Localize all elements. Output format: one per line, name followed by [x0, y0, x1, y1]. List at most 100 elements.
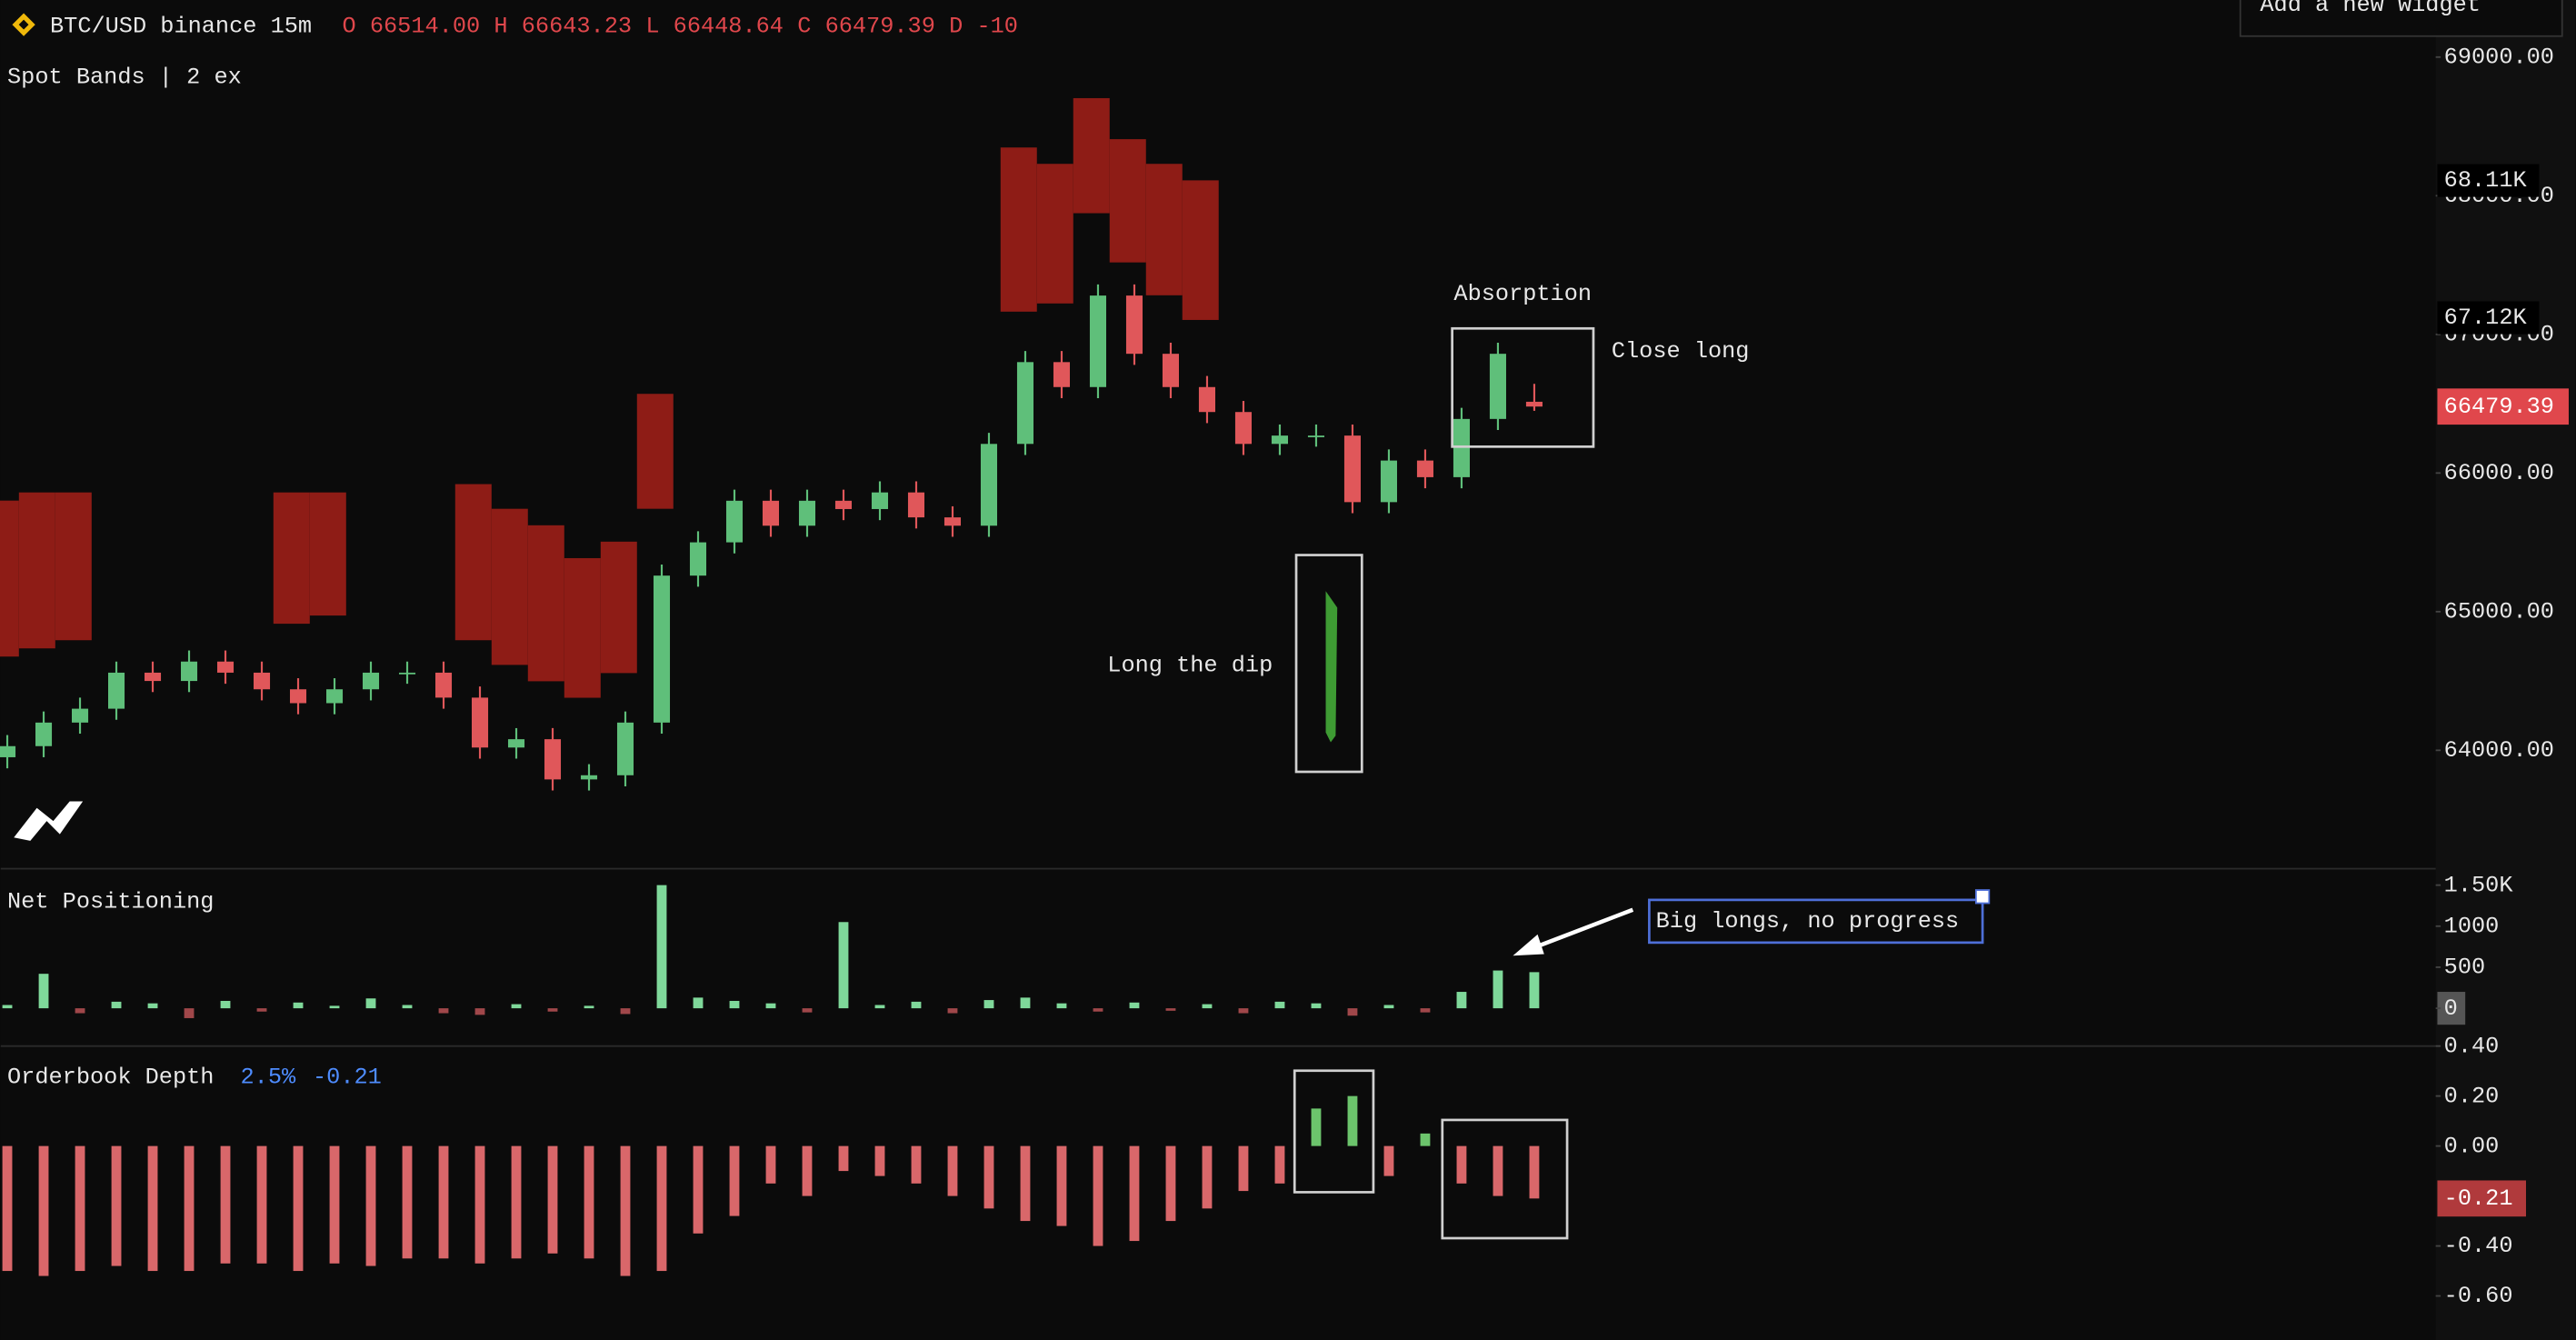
- bar: [584, 1005, 594, 1009]
- bar: [365, 998, 376, 1009]
- bar: [402, 1005, 413, 1009]
- bar: [765, 1003, 776, 1009]
- symbol: BTC/USD binance 15m: [50, 14, 312, 40]
- resize-handle[interactable]: [1974, 889, 1991, 905]
- bar: [1238, 1008, 1249, 1014]
- spot-band: [564, 557, 601, 698]
- bar: [1056, 1003, 1067, 1009]
- panel-title: Orderbook Depth: [7, 1065, 214, 1091]
- plot-layer: 69000.0068000.0067000.0066000.0065000.00…: [0, 44, 2569, 1309]
- bar: [1456, 992, 1467, 1009]
- bar: [1383, 1005, 1394, 1009]
- candle-body: [1525, 401, 1543, 407]
- bar: [365, 1145, 376, 1266]
- bar: [1165, 1145, 1176, 1222]
- bar: [693, 997, 704, 1009]
- ohlc-value: H 66643.23: [494, 14, 632, 40]
- candle-body: [71, 708, 89, 723]
- candle-body: [107, 672, 125, 709]
- candle-body: [725, 500, 744, 543]
- candle-body: [1234, 412, 1253, 445]
- y-tick-label: 1000: [2444, 913, 2500, 939]
- bar: [256, 1145, 267, 1264]
- ohlc-value: C 66479.39: [797, 14, 935, 40]
- y-tick-label: 0.00: [2444, 1133, 2500, 1159]
- y-tick-label: 0: [2444, 995, 2458, 1022]
- bar: [220, 1000, 231, 1009]
- zero-label-bg: [2437, 992, 2466, 1025]
- y-tick-label: 0.20: [2444, 1083, 2500, 1109]
- candle-body: [362, 672, 380, 690]
- bar: [184, 1008, 195, 1018]
- bar: [547, 1008, 558, 1012]
- candle-body: [871, 492, 889, 509]
- bar: [1202, 1145, 1213, 1209]
- watermark-logo: [14, 801, 84, 841]
- bar: [1311, 1108, 1322, 1146]
- spot-band: [600, 541, 637, 674]
- bar: [656, 885, 667, 1009]
- candle-body: [180, 661, 198, 682]
- bar: [38, 974, 49, 1009]
- bar: [1238, 1145, 1249, 1192]
- annotation-arrowhead: [1513, 934, 1544, 956]
- bar: [911, 1001, 922, 1009]
- panel-subtitle: 2.5%: [241, 1065, 296, 1091]
- spot-band: [1182, 180, 1219, 320]
- bar: [220, 1145, 231, 1264]
- bar: [1529, 1145, 1540, 1199]
- candle-body: [944, 517, 962, 526]
- spot-band: [1109, 139, 1146, 263]
- panel-title: Net Positioning: [7, 888, 214, 915]
- price-label: 67.12K: [2444, 305, 2528, 331]
- last-value: -0.21: [2444, 1185, 2513, 1212]
- bar: [729, 1145, 740, 1216]
- candle-body: [1307, 435, 1324, 437]
- bar: [1383, 1145, 1394, 1176]
- panel-value: -0.21: [313, 1065, 382, 1091]
- y-tick-label: 64000.00: [2444, 737, 2554, 764]
- bar: [2, 1145, 13, 1272]
- candle-body: [1380, 460, 1397, 503]
- annotation: Absorption: [1453, 281, 1592, 307]
- candle-body: [653, 575, 671, 723]
- bar: [1020, 1145, 1031, 1222]
- bar: [1129, 1002, 1140, 1009]
- candle-body: [398, 672, 416, 675]
- bar: [802, 1145, 813, 1196]
- bar: [838, 1145, 849, 1172]
- bar: [620, 1008, 631, 1015]
- candle-body: [980, 444, 998, 526]
- candle-body: [1089, 295, 1107, 387]
- bar: [838, 922, 849, 1009]
- bar: [983, 1145, 994, 1209]
- spot-band: [527, 525, 564, 682]
- annotation-box: [1441, 1118, 1569, 1240]
- last-price: 66479.39: [2444, 394, 2554, 420]
- bar: [438, 1008, 449, 1014]
- bar: [1311, 1003, 1322, 1009]
- bar: [1056, 1145, 1067, 1226]
- bar: [693, 1145, 704, 1234]
- y-tick-label: 65000.00: [2444, 599, 2554, 625]
- bar: [1529, 972, 1540, 1009]
- annotation-arrow: [1533, 907, 1634, 950]
- add-widget-label[interactable]: Add a new widget: [2260, 0, 2481, 18]
- bar: [38, 1145, 49, 1276]
- bar: [1347, 1095, 1358, 1146]
- bar: [947, 1145, 958, 1196]
- bar: [75, 1145, 85, 1272]
- dip-marker: [1325, 591, 1338, 743]
- bar: [1093, 1145, 1103, 1246]
- bar: [1347, 1008, 1358, 1016]
- candle-body: [0, 745, 16, 757]
- candle-body: [1162, 354, 1180, 387]
- annotation-box: [1293, 1069, 1375, 1194]
- bar: [474, 1145, 485, 1264]
- spot-band: [1000, 147, 1037, 312]
- candle-body: [1016, 362, 1034, 445]
- annotation-box: [1451, 326, 1595, 448]
- add-widget-button[interactable]: [2239, 0, 2563, 37]
